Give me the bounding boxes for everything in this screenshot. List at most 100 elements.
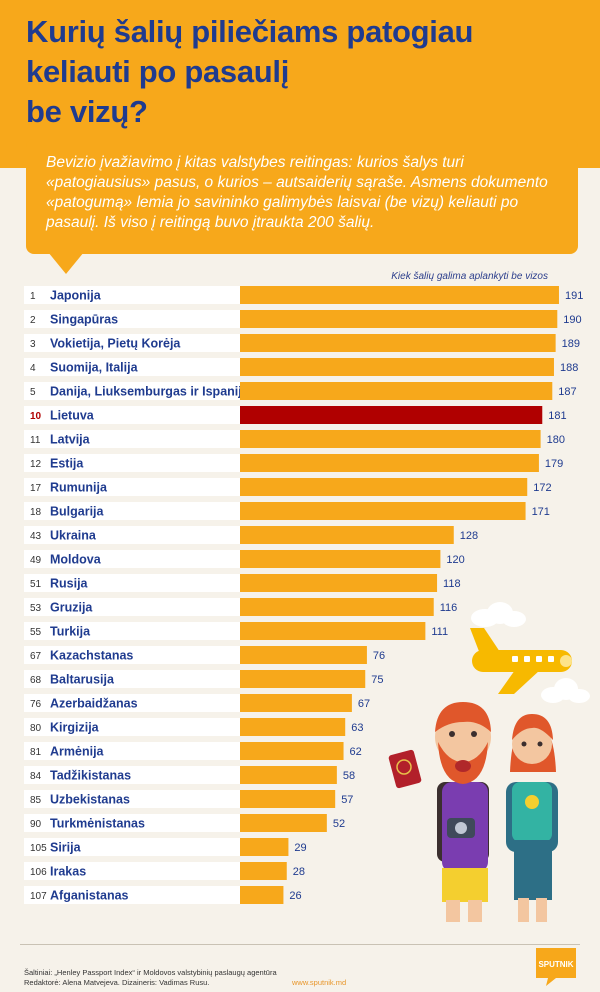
credits-text: Redaktorė: Alena Matvejeva. Dizaineris: …	[24, 978, 210, 987]
rank-label: 2	[30, 315, 36, 326]
country-label: Vokietija, Pietų Korėja	[50, 337, 181, 351]
value-label: 76	[373, 650, 385, 662]
bar	[240, 862, 287, 880]
rank-label: 105	[30, 843, 47, 854]
intro-callout: Bevizio įvažiavimo į kitas valstybes rei…	[26, 139, 578, 254]
rank-label: 55	[30, 627, 42, 638]
row-label-bg	[24, 814, 240, 832]
rank-label: 4	[30, 363, 36, 374]
illustration	[388, 602, 590, 922]
row-label-bg	[24, 886, 240, 904]
value-label: 172	[533, 482, 551, 494]
footer-divider	[20, 944, 580, 945]
value-label: 179	[545, 458, 563, 470]
row-label-bg	[24, 862, 240, 880]
rank-label: 43	[30, 531, 42, 542]
bar	[240, 286, 559, 304]
country-label: Armėnija	[50, 745, 105, 759]
row-label-bg	[24, 718, 240, 736]
country-label: Kazachstanas	[50, 649, 133, 663]
value-label: 63	[351, 722, 363, 734]
row-label-bg	[24, 790, 240, 808]
bar	[240, 406, 543, 424]
country-label: Baltarusija	[50, 673, 115, 687]
rank-label: 67	[30, 651, 42, 662]
rank-label: 68	[30, 675, 42, 686]
rank-label: 106	[30, 867, 47, 878]
rank-label: 53	[30, 603, 42, 614]
bar	[240, 382, 553, 400]
rank-label: 1	[30, 291, 36, 302]
value-label: 190	[563, 314, 581, 326]
value-label: 187	[558, 386, 576, 398]
rank-label: 84	[30, 771, 42, 782]
country-label: Moldova	[50, 553, 102, 567]
row-label-bg	[24, 574, 240, 592]
row-label-bg	[24, 670, 240, 688]
country-label: Japonija	[50, 289, 102, 303]
value-label: 111	[431, 626, 448, 638]
country-label: Latvija	[50, 433, 91, 447]
value-label: 171	[532, 506, 550, 518]
country-label: Bulgarija	[50, 505, 105, 519]
airplane-icon	[470, 628, 572, 694]
country-label: Irakas	[50, 865, 86, 879]
country-label: Singapūras	[50, 313, 118, 327]
bar	[240, 646, 367, 664]
rank-label: 81	[30, 747, 42, 758]
logo-text: SPUTNIK	[538, 960, 573, 969]
row-label-bg	[24, 766, 240, 784]
value-label: 181	[548, 410, 566, 422]
cloud-icon	[541, 678, 590, 703]
footer-credits: Šaltiniai: „Henley Passport Index“ ir Mo…	[24, 968, 314, 988]
country-label: Afganistanas	[50, 889, 129, 903]
rank-label: 90	[30, 819, 42, 830]
traveler-man-figure	[388, 702, 491, 922]
country-label: Turkija	[50, 625, 91, 639]
traveler-woman-figure	[506, 714, 558, 922]
country-label: Azerbaidžanas	[50, 697, 138, 711]
rank-label: 12	[30, 459, 42, 470]
source-text: Šaltiniai: „Henley Passport Index“ ir Mo…	[24, 968, 277, 977]
value-label: 180	[547, 434, 565, 446]
callout-tail	[48, 252, 84, 274]
country-label: Rumunija	[50, 481, 108, 495]
row-label-bg	[24, 526, 240, 544]
value-label: 62	[350, 746, 362, 758]
value-label: 75	[371, 674, 383, 686]
country-label: Uzbekistanas	[50, 793, 130, 807]
row-label-bg	[24, 742, 240, 760]
bar	[240, 718, 346, 736]
row-label-bg	[24, 646, 240, 664]
row-label-bg	[24, 694, 240, 712]
row-label-bg	[24, 406, 240, 424]
country-label: Sirija	[50, 841, 82, 855]
bar-chart: 1 Japonija 191 2 Singapūras 190 3 Vokietija, Pi…	[24, 286, 590, 922]
bar	[240, 478, 528, 496]
rank-label: 5	[30, 387, 36, 398]
row-label-bg	[24, 550, 240, 568]
rank-label: 107	[30, 891, 47, 902]
bar	[240, 574, 438, 592]
row-label-bg	[24, 334, 240, 352]
title-line-1: Kurių šalių piliečiams patogiau	[26, 14, 474, 49]
country-label: Kirgizija	[50, 721, 100, 735]
site-link[interactable]: www.sputnik.md	[292, 978, 347, 987]
value-label: 29	[294, 842, 306, 854]
country-label: Lietuva	[50, 409, 95, 423]
bar	[240, 670, 366, 688]
value-label: 188	[560, 362, 578, 374]
bar	[240, 766, 337, 784]
bar	[240, 694, 352, 712]
bar	[240, 550, 441, 568]
row-label-bg	[24, 382, 240, 400]
value-label: 128	[460, 530, 478, 542]
rank-label: 49	[30, 555, 42, 566]
cloud-icon	[471, 602, 526, 627]
bar	[240, 310, 558, 328]
bar	[240, 502, 526, 520]
axis-label: Kiek šalių galima aplankyti be vizos	[391, 271, 548, 282]
row-label-bg	[24, 454, 240, 472]
title-line-3: be vizų?	[26, 94, 148, 129]
value-label: 28	[293, 866, 305, 878]
